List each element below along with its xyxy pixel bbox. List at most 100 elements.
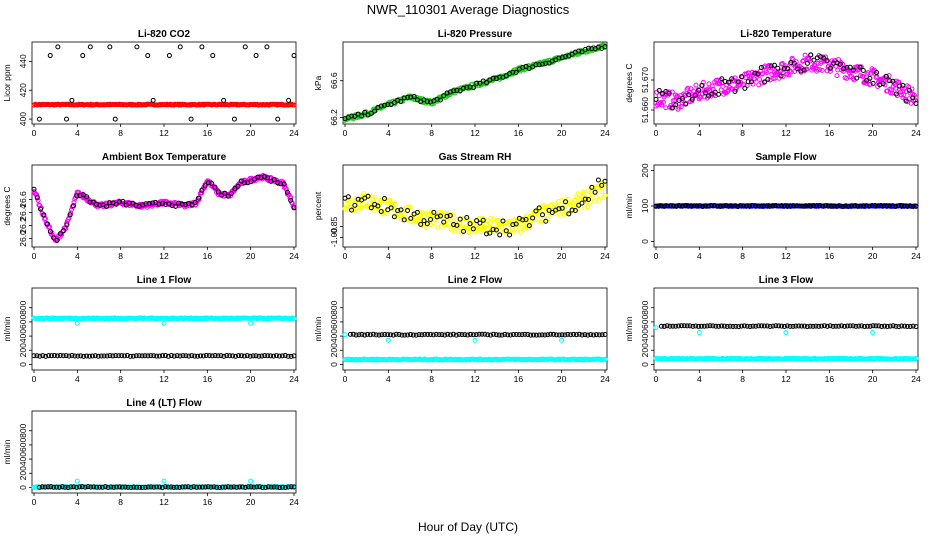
data-point (553, 332, 559, 338)
data-point (242, 180, 248, 186)
data-point (536, 62, 542, 68)
y-tick-label: 0 (18, 485, 28, 490)
x-tick-label: 12 (781, 374, 791, 384)
data-point (488, 332, 494, 338)
data-point (428, 332, 434, 338)
x-tick-label: 4 (386, 128, 391, 138)
y-axis-label: percent (313, 191, 323, 220)
data-point (510, 69, 516, 75)
data-point (247, 353, 253, 359)
y-axis-label: kPa (313, 75, 323, 90)
y-tick-label: 400 (18, 112, 28, 126)
data-point (387, 332, 393, 338)
y-tick-label: 51.660 (640, 97, 650, 123)
data-point (510, 222, 516, 228)
data-point (245, 484, 251, 490)
y-tick-label: 26.6 (18, 191, 28, 208)
figure-title: NWR_110301 Average Diagnostics (367, 2, 570, 17)
data-point (96, 484, 102, 490)
data-point (516, 332, 522, 338)
data-point (693, 323, 699, 329)
chart-title: Ambient Box Temperature (102, 152, 227, 163)
data-point (390, 332, 396, 338)
data-point (388, 205, 394, 211)
data-point (884, 323, 890, 329)
data-point (685, 203, 691, 209)
data-point (821, 55, 827, 61)
data-point (883, 73, 889, 79)
data-point (468, 331, 474, 337)
data-point (212, 184, 218, 190)
data-point (177, 353, 183, 359)
data-point (286, 97, 292, 103)
data-point (595, 177, 601, 183)
data-point (902, 323, 908, 329)
data-point (539, 61, 545, 67)
data-point (735, 203, 741, 209)
data-point (235, 183, 241, 189)
data-point (131, 484, 137, 490)
data-point (116, 353, 122, 359)
y-tick-label: 200 (18, 343, 28, 357)
data-point (99, 484, 105, 490)
data-point (188, 116, 194, 122)
data-point (42, 484, 48, 490)
data-point (221, 353, 227, 359)
data-point (767, 203, 773, 209)
data-point (274, 484, 280, 490)
data-point (699, 91, 705, 97)
data-point (729, 203, 735, 209)
data-point (262, 353, 268, 359)
data-point (729, 76, 735, 82)
data-point (51, 353, 57, 359)
data-point (362, 109, 368, 115)
data-point (591, 198, 597, 204)
data-point (227, 353, 233, 359)
data-point (477, 80, 483, 86)
data-point (484, 80, 490, 86)
data-point (882, 323, 888, 329)
data-point (451, 228, 457, 234)
data-point (238, 353, 244, 359)
x-tick-label: 24 (911, 128, 921, 138)
data-point (91, 484, 97, 490)
data-point (750, 323, 756, 329)
data-point (225, 193, 231, 199)
data-point (367, 332, 373, 338)
data-point (508, 332, 514, 338)
y-tick-label: 400 (18, 452, 28, 466)
data-point (474, 218, 480, 224)
data-point (787, 323, 793, 329)
data-point (493, 332, 499, 338)
data-point (717, 203, 723, 209)
data-point (802, 203, 808, 209)
x-tick-label: 24 (911, 374, 921, 384)
data-point (602, 332, 608, 338)
data-point (422, 331, 428, 337)
data-point (45, 484, 51, 490)
data-point (812, 63, 818, 69)
x-tick-label: 24 (289, 497, 299, 507)
x-tick-label: 12 (159, 497, 169, 507)
data-point (490, 331, 496, 337)
data-point (203, 353, 209, 359)
data-point (79, 484, 85, 490)
data-point (785, 65, 791, 71)
data-point (455, 228, 461, 234)
data-point (526, 223, 532, 229)
data-point (735, 79, 741, 85)
data-point (726, 203, 732, 209)
data-point (799, 203, 805, 209)
data-point (579, 332, 585, 338)
data-point (487, 230, 493, 236)
data-point (497, 74, 503, 80)
data-point (653, 325, 659, 331)
data-point (35, 197, 41, 203)
data-point (450, 212, 456, 218)
data-point (764, 203, 770, 209)
x-tick-label: 4 (697, 374, 702, 384)
data-point (355, 196, 361, 202)
data-point (503, 73, 509, 79)
data-point (206, 353, 212, 359)
data-point (867, 81, 873, 87)
